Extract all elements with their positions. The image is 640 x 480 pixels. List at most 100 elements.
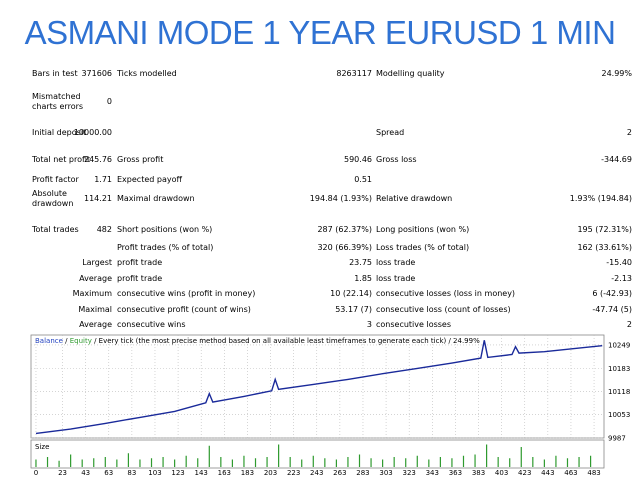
field-label: consecutive losses (loss in money) [376, 289, 516, 298]
size-bar [462, 455, 465, 467]
field-value: 195 (72.31%) [577, 225, 632, 234]
field-label: consecutive loss (count of losses) [376, 305, 511, 314]
size-bar [185, 455, 187, 467]
size-bar [474, 454, 476, 467]
report-row: Average profit trade 1.85 loss trade -2.13 [0, 259, 640, 299]
size-bar [405, 458, 407, 467]
field-label: loss trade [376, 258, 416, 267]
field-value: 0.51 [354, 175, 372, 184]
size-bar [439, 457, 441, 467]
x-tick-label: 63 [104, 469, 113, 477]
field-label: Profit trades (% of total) [117, 243, 214, 252]
field-value: -15.40 [606, 258, 632, 267]
field-value: 1.71 [94, 175, 112, 184]
field-value: 0 [106, 97, 112, 106]
field-label: Total trades [32, 225, 79, 234]
x-tick-label: 23 [58, 469, 67, 477]
size-bar [416, 455, 418, 467]
size-bar [324, 458, 326, 467]
size-bar [93, 458, 95, 467]
size-bar [162, 457, 164, 467]
field-label: Gross loss [376, 155, 417, 164]
graph-frame [30, 334, 605, 439]
y-tick-label: 9987 [608, 435, 626, 443]
size-bar [208, 445, 210, 467]
field-value: 1.85 [354, 274, 372, 283]
report-row: Maximum consecutive wins (profit in money… [0, 274, 640, 314]
size-label: Size [35, 443, 49, 451]
field-value: Maximal [78, 305, 112, 314]
report-row: Absolute drawdown 114.21 Maximal drawdown 1… [0, 179, 640, 219]
size-bar [358, 454, 361, 467]
x-tick-label: 483 [587, 469, 600, 477]
field-label: consecutive profit (count of wins) [117, 305, 251, 314]
field-value: 162 (33.61%) [577, 243, 632, 252]
x-tick-label: 283 [356, 469, 369, 477]
size-bar [497, 457, 499, 467]
size-bar [278, 444, 280, 467]
field-value: -2.13 [611, 274, 632, 283]
x-tick-label: 443 [541, 469, 554, 477]
x-tick-label: 463 [564, 469, 577, 477]
size-bar [70, 454, 72, 467]
field-label: Ticks modelled [117, 69, 177, 78]
field-value: -344.69 [601, 155, 632, 164]
field-label: Total net profit [32, 155, 91, 164]
field-value: 371606 [81, 69, 112, 78]
x-tick-label: 103 [148, 469, 161, 477]
x-tick-label: 303 [379, 469, 392, 477]
field-label: Mismatched charts errors [32, 92, 84, 111]
size-bar [335, 459, 337, 467]
field-label: Absolute drawdown [32, 189, 74, 208]
size-bar [150, 458, 153, 467]
field-label: consecutive wins [117, 320, 186, 329]
size-bar [382, 459, 384, 467]
balance-line [35, 340, 603, 435]
size-bar [312, 455, 314, 467]
report-row: Maximal consecutive profit (count of wins… [0, 290, 640, 330]
x-tick-label: 343 [426, 469, 439, 477]
x-tick-label: 223 [287, 469, 300, 477]
size-bar [243, 455, 245, 467]
field-value: 6 (-42.93) [592, 289, 632, 298]
field-value: 194.84 (1.93%) [309, 194, 372, 203]
size-bar [289, 457, 291, 467]
report-row: Mismatched charts errors 0 [0, 82, 640, 122]
field-label: profit trade [117, 258, 163, 267]
report-row: Average consecutive wins 3 consecutive loss… [0, 305, 640, 345]
size-bar [532, 457, 534, 467]
size-bar [393, 457, 395, 467]
field-label: Short positions (won %) [117, 225, 213, 234]
size-bar [486, 444, 488, 467]
field-label: Loss trades (% of total) [376, 243, 470, 252]
report-row: Profit trades (% of total) 320 (66.39%) Lo… [0, 228, 640, 268]
field-value: 114.21 [84, 194, 112, 203]
size-bar [197, 458, 199, 467]
field-label: Spread [376, 128, 405, 137]
size-bar [370, 458, 372, 467]
field-label: Initial deposit [32, 128, 87, 137]
size-bar [520, 447, 522, 467]
field-label: Modelling quality [376, 69, 445, 78]
size-bar [578, 457, 580, 467]
x-tick-label: 363 [449, 469, 462, 477]
size-bar [231, 459, 233, 467]
x-tick-label: 263 [333, 469, 346, 477]
x-tick-label: 163 [218, 469, 231, 477]
field-label: profit trade [117, 274, 163, 283]
field-label: loss trade [376, 274, 416, 283]
size-bar [301, 459, 303, 467]
field-value: Average [79, 274, 112, 283]
y-tick-label: 10118 [608, 388, 630, 396]
field-value: 10000.00 [73, 128, 112, 137]
report-title: ASMANI MODE 1 YEAR EURUSD 1 MIN [24, 14, 616, 51]
field-value: 53.17 (7) [335, 305, 372, 314]
x-tick-label: 0 [34, 469, 38, 477]
size-bar [139, 459, 141, 467]
report-row: Total trades 482 Short positions (won %) 28… [0, 210, 640, 250]
report-row: Total net profit 245.76 Gross profit 590.46… [0, 140, 640, 180]
field-value: 590.46 [344, 155, 372, 164]
x-tick-label: 383 [472, 469, 485, 477]
size-bar [589, 455, 592, 467]
size-bar [451, 458, 453, 467]
